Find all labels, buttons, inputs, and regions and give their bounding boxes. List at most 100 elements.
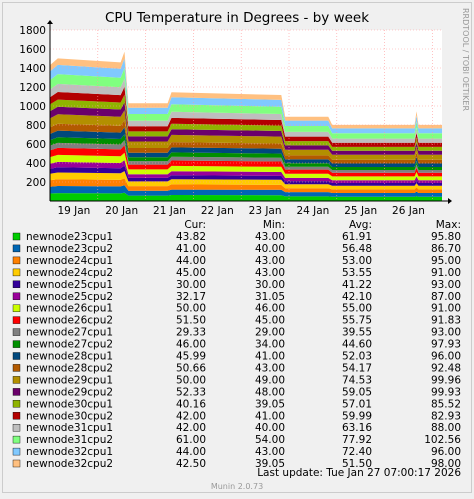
legend-row-newnode25cpu1: newnode25cpu1 30.00 30.00 41.22 93.00 xyxy=(12,279,461,291)
legend: newnode23cpu1 43.82 43.00 61.91 95.80newnode… xyxy=(12,231,461,470)
area-newnode28cpu2 xyxy=(50,120,442,164)
legend-series-name: newnode28cpu1 xyxy=(26,351,113,363)
legend-cur-value: 30.00 xyxy=(176,279,206,291)
legend-avg-value: 61.91 xyxy=(342,231,372,243)
legend-avg-value: 44.60 xyxy=(342,339,372,351)
legend-series-name: newnode32cpu2 xyxy=(26,458,113,470)
legend-min-value: 31.05 xyxy=(255,291,285,303)
y-tick-label: 1000 xyxy=(19,101,46,113)
legend-cur-value: 45.99 xyxy=(176,351,206,363)
legend-min-value: 40.00 xyxy=(255,243,285,255)
legend-avg-value: 52.03 xyxy=(342,351,372,363)
y-tick-label: 800 xyxy=(26,120,46,132)
legend-cur-value: 61.00 xyxy=(176,434,206,446)
y-tick-label: 200 xyxy=(26,177,46,189)
x-tick-label: 20 Jan xyxy=(105,205,138,217)
legend-cur-value: 50.66 xyxy=(176,362,206,374)
legend-avg-value: 54.17 xyxy=(342,362,372,374)
legend-series-name: newnode25cpu1 xyxy=(26,279,113,291)
legend-avg-value: 56.48 xyxy=(342,243,372,255)
legend-swatch xyxy=(12,364,21,372)
legend-swatch xyxy=(12,268,21,277)
legend-row-newnode29cpu1: newnode29cpu1 50.00 49.00 74.53 99.96 xyxy=(12,374,461,386)
legend-swatch xyxy=(12,232,21,241)
legend-max-value: 92.48 xyxy=(431,362,461,374)
y-tick-label: 1400 xyxy=(19,63,46,75)
legend-avg-value: 72.40 xyxy=(342,446,372,458)
legend-avg-value: 59.05 xyxy=(342,386,372,398)
legend-row-newnode30cpu2: newnode30cpu2 42.00 41.00 59.99 82.93 xyxy=(12,410,461,422)
legend-cur-value: 42.50 xyxy=(176,458,206,470)
legend-cur-value: 41.00 xyxy=(176,243,206,255)
legend-min-value: 43.00 xyxy=(255,255,285,267)
legend-row-newnode29cpu2: newnode29cpu2 52.33 48.00 59.05 99.93 xyxy=(12,386,461,398)
legend-row-newnode31cpu1: newnode31cpu1 42.00 40.00 63.16 88.00 xyxy=(12,422,461,434)
legend-min-value: 40.00 xyxy=(255,422,285,434)
legend-avg-value: 59.99 xyxy=(342,410,372,422)
x-tick-label: 26 Jan xyxy=(392,205,425,217)
legend-swatch xyxy=(12,424,21,432)
legend-row-newnode24cpu1: newnode24cpu1 44.00 43.00 53.00 95.00 xyxy=(12,255,461,267)
legend-series-name: newnode24cpu2 xyxy=(26,267,113,279)
grid-layer xyxy=(50,29,442,201)
legend-min-value: 43.00 xyxy=(255,362,285,374)
legend-swatch xyxy=(12,340,21,348)
legend-row-newnode25cpu2: newnode25cpu2 32.17 31.05 42.10 87.00 xyxy=(12,291,461,303)
legend-row-newnode32cpu1: newnode32cpu1 44.00 43.00 72.40 96.00 xyxy=(12,446,461,458)
legend-avg-value: 63.16 xyxy=(342,422,372,434)
legend-swatch xyxy=(12,435,21,444)
legend-swatch xyxy=(12,400,21,408)
munin-version: Munin 2.0.73 xyxy=(211,482,263,491)
legend-series-name: newnode30cpu2 xyxy=(26,410,113,422)
area-newnode26cpu2 xyxy=(50,145,442,177)
legend-cur-value: 44.00 xyxy=(176,446,206,458)
legend-series-name: newnode31cpu2 xyxy=(26,434,113,446)
legend-max-value: 85.52 xyxy=(431,398,461,410)
area-newnode29cpu1 xyxy=(50,110,442,160)
legend-avg-value: 53.55 xyxy=(342,267,372,279)
x-tick-label: 25 Jan xyxy=(344,205,377,217)
legend-cur-value: 32.17 xyxy=(176,291,206,303)
legend-min-value: 41.00 xyxy=(255,410,285,422)
area-newnode27cpu1 xyxy=(50,140,442,173)
legend-cur-value: 43.82 xyxy=(176,231,206,243)
legend-series-name: newnode29cpu1 xyxy=(26,374,113,386)
y-tick-label: 1600 xyxy=(19,44,46,56)
area-newnode24cpu2 xyxy=(50,171,442,190)
legend-swatch xyxy=(12,244,21,253)
legend-max-value: 99.96 xyxy=(431,374,461,386)
stack-layer xyxy=(50,51,442,201)
legend-series-name: newnode30cpu1 xyxy=(26,398,113,410)
col-cur-header: Cur: xyxy=(184,219,206,231)
legend-avg-value: 74.53 xyxy=(342,374,372,386)
legend-min-value: 46.00 xyxy=(255,303,285,315)
legend-row-newnode23cpu2: newnode23cpu2 41.00 40.00 56.48 86.70 xyxy=(12,243,461,255)
legend-avg-value: 41.22 xyxy=(342,279,372,291)
legend-max-value: 95.80 xyxy=(431,231,461,243)
legend-max-value: 91.83 xyxy=(431,315,461,327)
side-label: RRDTOOL / TOBI OETIKER xyxy=(461,8,470,111)
x-tick-label: 19 Jan xyxy=(57,205,90,217)
legend-min-value: 49.00 xyxy=(255,374,285,386)
x-tick-label: 24 Jan xyxy=(296,205,329,217)
legend-avg-value: 39.55 xyxy=(342,327,372,339)
legend-row-newnode28cpu1: newnode28cpu1 45.99 41.00 52.03 96.00 xyxy=(12,351,461,363)
legend-row-newnode27cpu2: newnode27cpu2 46.00 34.00 44.60 97.93 xyxy=(12,339,461,351)
x-axis-arrow xyxy=(448,198,452,204)
legend-cur-value: 40.16 xyxy=(176,398,206,410)
legend-min-value: 34.00 xyxy=(255,339,285,351)
col-max-header: Max: xyxy=(436,219,461,231)
legend-row-newnode23cpu1: newnode23cpu1 43.82 43.00 61.91 95.80 xyxy=(12,231,461,243)
legend-max-value: 96.00 xyxy=(431,446,461,458)
legend-max-value: 82.93 xyxy=(431,410,461,422)
legend-swatch xyxy=(12,352,21,360)
legend-min-value: 39.05 xyxy=(255,398,285,410)
legend-cur-value: 44.00 xyxy=(176,255,206,267)
legend-series-name: newnode26cpu2 xyxy=(26,315,113,327)
legend-min-value: 30.00 xyxy=(255,279,285,291)
legend-avg-value: 55.75 xyxy=(342,315,372,327)
legend-cur-value: 46.00 xyxy=(176,339,206,351)
legend-max-value: 98.00 xyxy=(431,458,461,470)
legend-series-name: newnode29cpu2 xyxy=(26,386,113,398)
